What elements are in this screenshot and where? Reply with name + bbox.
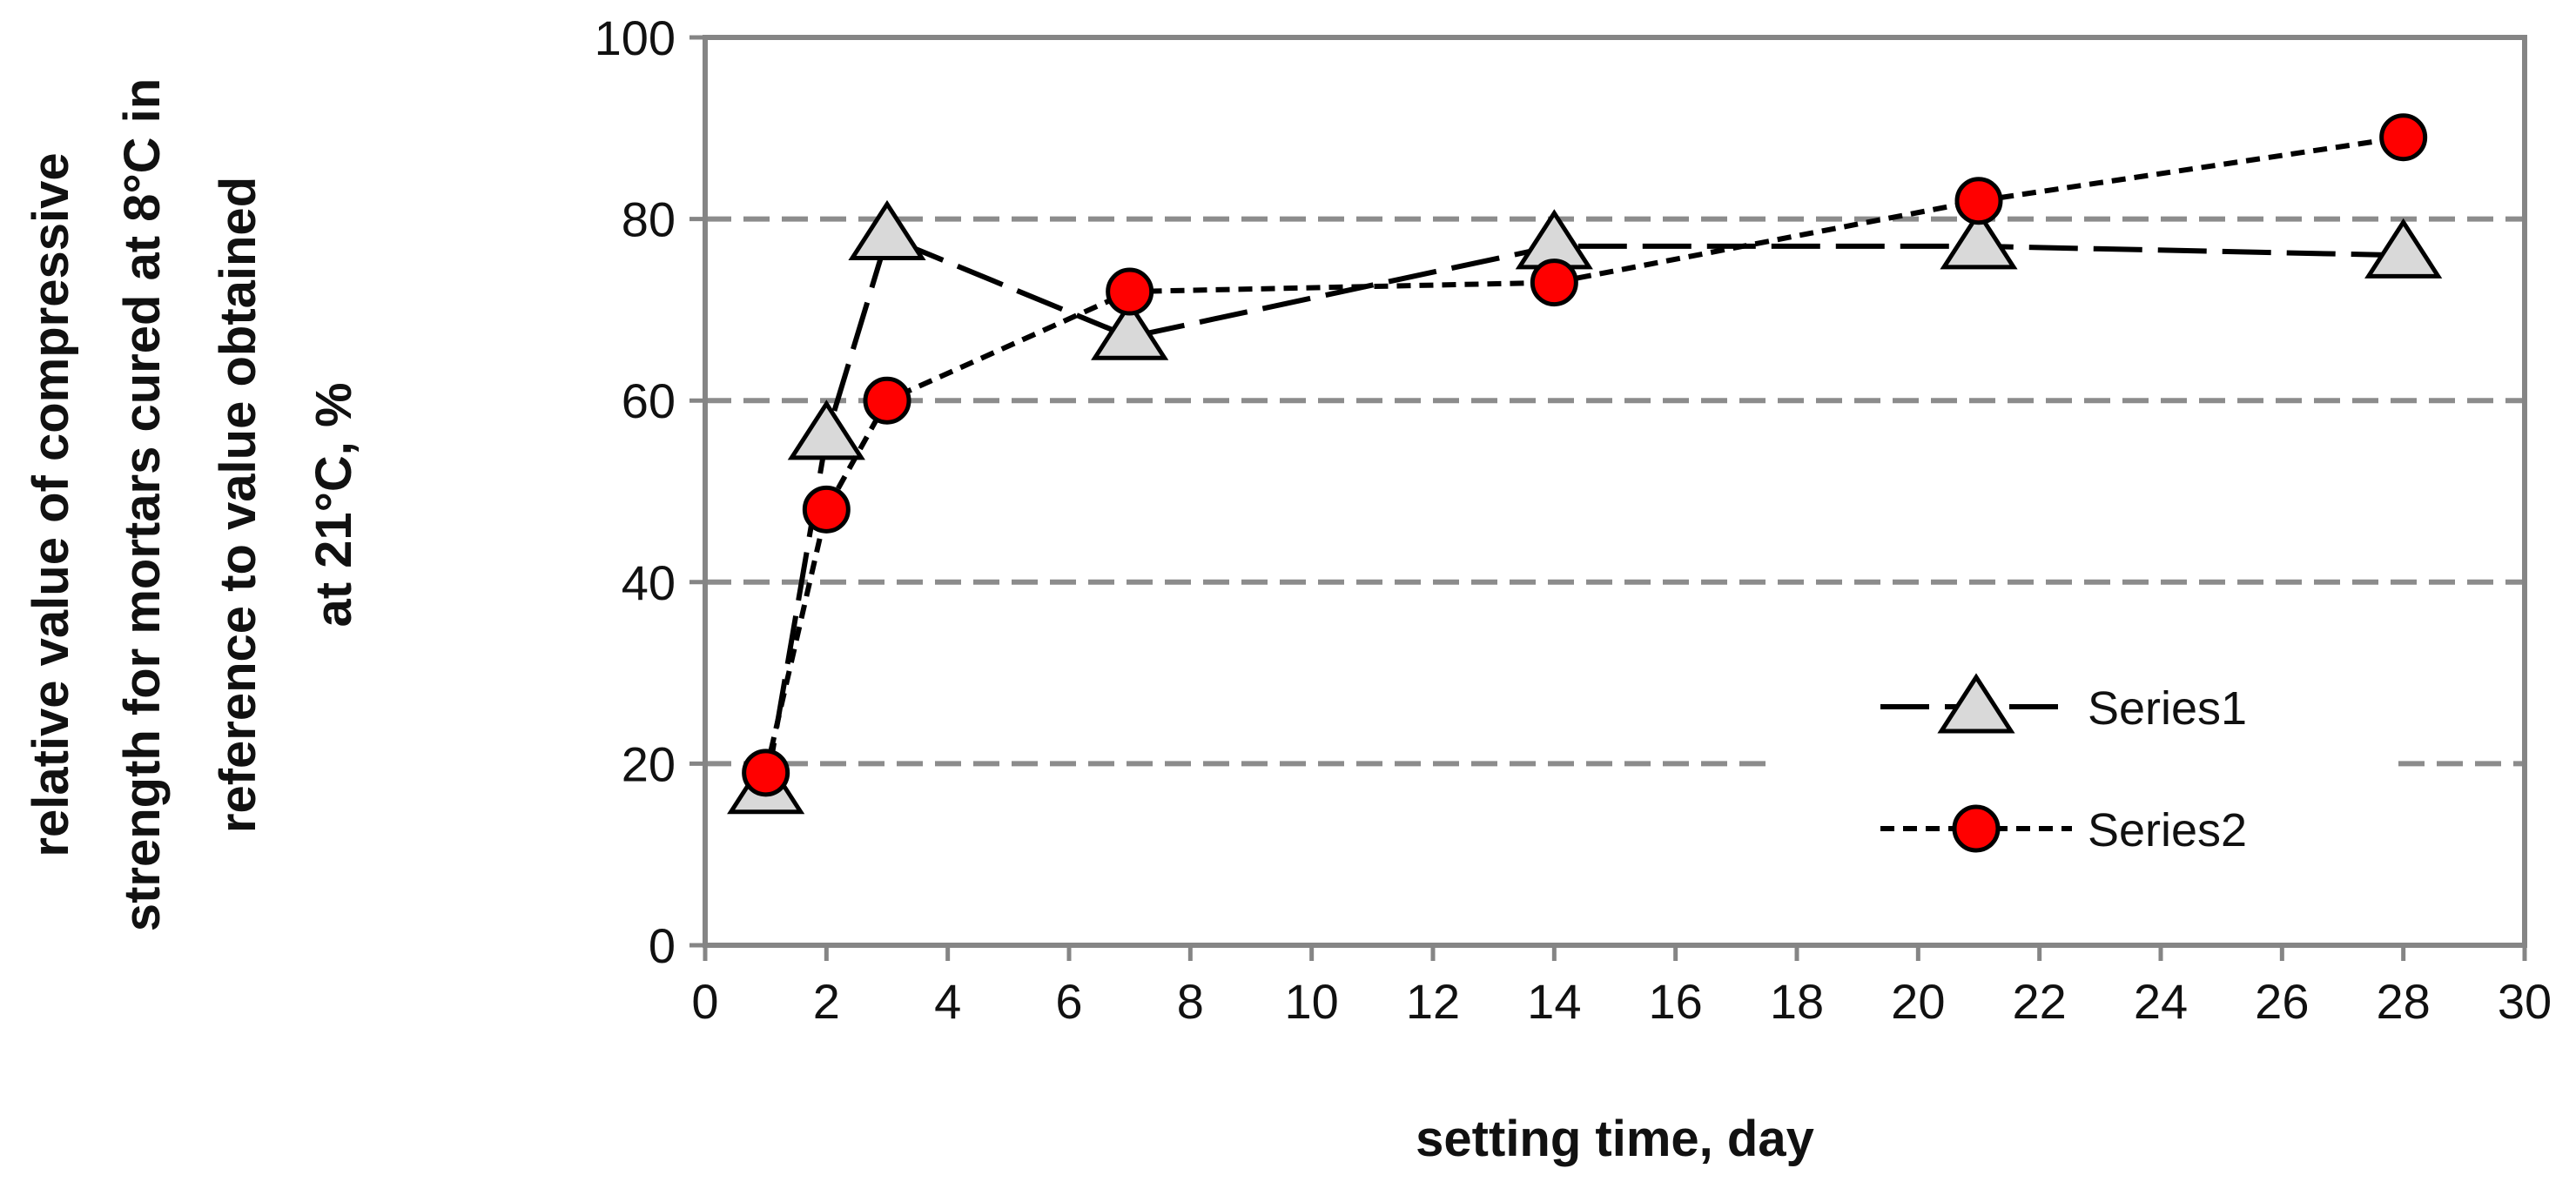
y-axis-title-line-2: strength for mortars cured at 8°C in (114, 78, 171, 931)
series-2-point (1106, 267, 1154, 316)
legend-marker (1937, 673, 2015, 734)
legend-item-2: Series2 (1880, 804, 2247, 856)
series-2-point (742, 749, 790, 797)
x-tick-label: 12 (1406, 974, 1460, 1029)
series-2 (742, 113, 2428, 797)
y-tick-label: 80 (622, 192, 676, 247)
x-tick-label: 4 (934, 974, 961, 1029)
series-1-point (787, 400, 865, 460)
x-tick-label: 26 (2255, 974, 2309, 1029)
x-tick-label: 6 (1055, 974, 1082, 1029)
y-tick-label: 100 (595, 10, 676, 65)
y-tick-label: 40 (622, 555, 676, 610)
series-2-point (2379, 113, 2428, 162)
series-2-line (763, 134, 2404, 774)
x-tick-label: 10 (1285, 974, 1339, 1029)
x-tick-label: 20 (1891, 974, 1945, 1029)
y-tick-label: 20 (622, 736, 676, 791)
series-2-point (802, 485, 851, 534)
x-tick-label: 2 (813, 974, 840, 1029)
x-tick-label: 22 (2013, 974, 2067, 1029)
series-2-point (1954, 177, 2003, 225)
series-1-point (1940, 209, 2018, 270)
legend-label: Series1 (2088, 682, 2247, 735)
x-tick-label: 8 (1177, 974, 1204, 1029)
series-2-point (1530, 259, 1578, 307)
y-axis-title: relative value of compressive strength f… (23, 78, 362, 931)
plot-border (703, 35, 2527, 948)
x-tick-label: 30 (2498, 974, 2552, 1029)
y-tick-label: 0 (649, 918, 676, 973)
legend-marker (1952, 804, 2001, 853)
x-tick-label: 18 (1770, 974, 1824, 1029)
x-tick-label: 16 (1649, 974, 1703, 1029)
x-tick-label: 0 (691, 974, 718, 1029)
series-2-point (863, 376, 911, 425)
legend-label: Series2 (2088, 804, 2247, 856)
x-axis-title: setting time, day (1416, 1111, 1814, 1167)
grid (705, 216, 2525, 767)
series-1-point (1091, 299, 1169, 360)
y-axis-title-line-4: at 21°C, % (306, 382, 362, 627)
y-axis-title-line-3: reference to value obtained (210, 177, 266, 833)
series-1-point (848, 199, 926, 260)
series-1-point (2364, 218, 2443, 279)
legend-item-1: Series1 (1880, 673, 2247, 735)
series-1 (727, 199, 2443, 815)
y-tick-label: 60 (622, 373, 676, 428)
legend: Series1 Series2 (1880, 673, 2247, 856)
x-tick-label: 28 (2377, 974, 2431, 1029)
x-tick-label: 14 (1527, 974, 1581, 1029)
x-tick-label: 24 (2134, 974, 2188, 1029)
series (727, 113, 2443, 815)
y-axis-title-line-1: relative value of compressive (23, 152, 79, 856)
